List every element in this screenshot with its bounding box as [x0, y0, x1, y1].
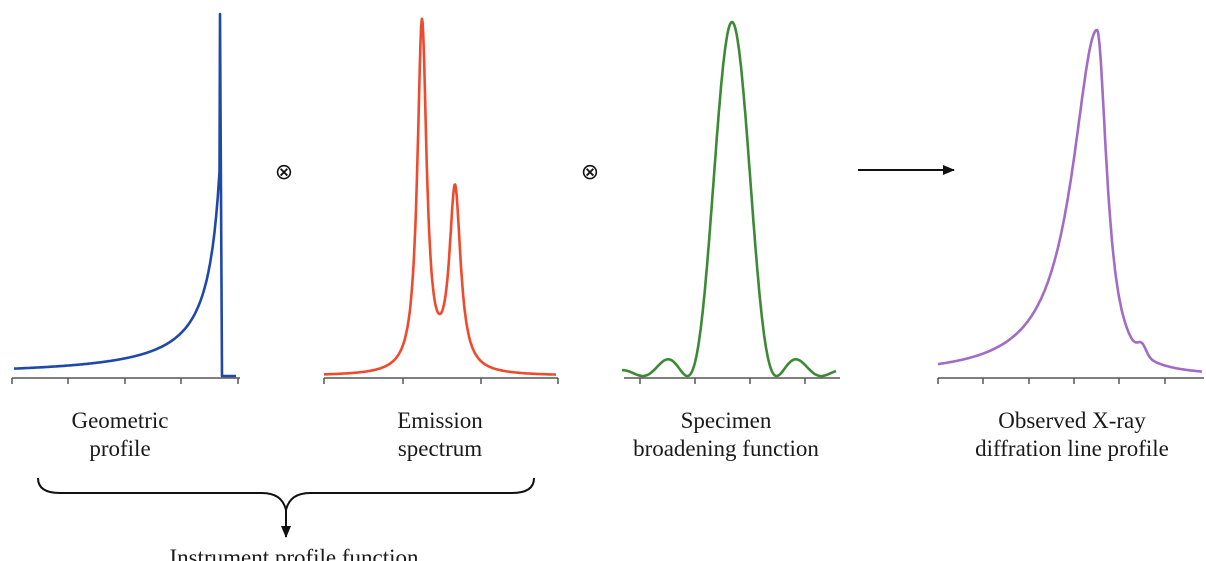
- observed-label-line-2: diffration line profile: [975, 436, 1169, 461]
- convolution-operator-1: ⊗: [275, 160, 293, 185]
- emission-spectrum-curve: [323, 17, 557, 376]
- emission-spectrum-panel: Emission spectrum: [323, 17, 559, 461]
- geometric-profile-curve: [13, 12, 236, 378]
- specimen-label-line-1: Specimen: [681, 408, 772, 433]
- observed-profile-panel: Observed X-ray diffration line profile: [937, 28, 1204, 461]
- observed-label-line-1: Observed X-ray: [998, 408, 1146, 433]
- specimen-label-line-2: broadening function: [633, 436, 819, 461]
- instrument-brace: [37, 477, 535, 511]
- specimen-axis: [624, 377, 840, 384]
- emission-label-line-2: spectrum: [398, 436, 482, 461]
- emission-axis: [323, 377, 559, 384]
- geometric-label-line-1: Geometric: [71, 408, 168, 433]
- emission-label-line-1: Emission: [397, 408, 483, 433]
- observed-axis: [937, 377, 1204, 384]
- specimen-broadening-curve: [621, 20, 837, 378]
- specimen-broadening-panel: Specimen broadening function: [621, 20, 840, 461]
- convolution-operator-2: ⊗: [581, 160, 599, 185]
- geometric-profile-panel: Geometric profile: [11, 12, 240, 461]
- geometric-label-line-2: profile: [89, 436, 150, 461]
- geometric-axis: [11, 377, 240, 384]
- observed-profile-curve: [937, 28, 1203, 373]
- instrument-profile-label: Instrument profile function: [169, 545, 419, 561]
